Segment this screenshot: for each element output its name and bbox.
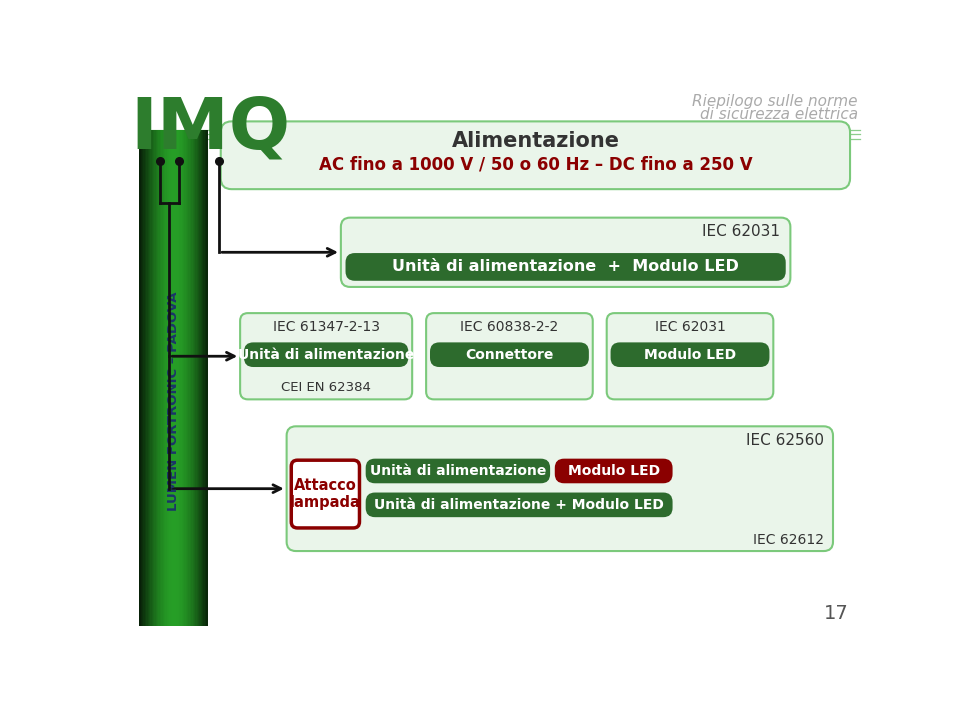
Text: IEC 62031: IEC 62031 <box>702 224 780 239</box>
Bar <box>193 130 194 626</box>
Bar <box>183 130 184 626</box>
Bar <box>169 130 171 626</box>
FancyBboxPatch shape <box>240 313 412 399</box>
Text: IMQ: IMQ <box>131 94 291 163</box>
Bar <box>198 130 200 626</box>
Bar <box>159 130 161 626</box>
Bar <box>162 130 164 626</box>
Bar <box>142 130 144 626</box>
Bar <box>171 130 173 626</box>
Bar <box>174 130 176 626</box>
Bar <box>178 130 180 626</box>
Bar <box>155 130 156 626</box>
Text: Riepilogo sulle norme: Riepilogo sulle norme <box>692 94 858 109</box>
Bar <box>167 130 168 626</box>
Bar <box>194 130 196 626</box>
Bar <box>203 130 204 626</box>
Bar <box>146 130 148 626</box>
FancyBboxPatch shape <box>555 459 673 484</box>
Bar <box>184 130 186 626</box>
Text: IEC 62560: IEC 62560 <box>746 432 824 448</box>
Bar <box>165 130 167 626</box>
Bar <box>151 130 152 626</box>
Bar <box>148 130 150 626</box>
Bar <box>157 130 158 626</box>
Text: 17: 17 <box>824 604 849 623</box>
Bar <box>153 130 155 626</box>
Bar <box>206 130 208 626</box>
Bar <box>168 130 170 626</box>
Bar <box>185 130 187 626</box>
FancyBboxPatch shape <box>221 121 850 189</box>
Bar <box>204 130 206 626</box>
Bar <box>197 130 199 626</box>
Text: Unità di alimentazione: Unità di alimentazione <box>238 348 415 361</box>
Bar <box>201 130 203 626</box>
Bar <box>191 130 193 626</box>
Bar <box>177 130 178 626</box>
Text: Alimentazione: Alimentazione <box>451 131 619 151</box>
Text: Unità di alimentazione + Modulo LED: Unità di alimentazione + Modulo LED <box>374 498 664 512</box>
FancyBboxPatch shape <box>430 342 588 367</box>
Text: Modulo LED: Modulo LED <box>644 348 736 361</box>
Text: Connettore: Connettore <box>466 348 554 361</box>
FancyBboxPatch shape <box>607 313 774 399</box>
Bar <box>188 130 190 626</box>
FancyBboxPatch shape <box>366 493 673 517</box>
FancyBboxPatch shape <box>366 459 550 484</box>
FancyBboxPatch shape <box>611 342 770 367</box>
Text: IEC 62612: IEC 62612 <box>753 533 824 547</box>
Text: Unità di alimentazione  +  Modulo LED: Unità di alimentazione + Modulo LED <box>393 259 739 275</box>
Bar <box>152 130 154 626</box>
Bar <box>195 130 197 626</box>
Text: di sicurezza elettrica: di sicurezza elettrica <box>700 106 858 121</box>
Bar <box>149 130 151 626</box>
Text: IEC 62031: IEC 62031 <box>655 320 726 334</box>
Text: Modulo LED: Modulo LED <box>567 464 660 478</box>
Bar <box>200 130 202 626</box>
Bar <box>190 130 192 626</box>
Bar <box>141 130 142 626</box>
Bar <box>204 130 205 626</box>
FancyBboxPatch shape <box>287 426 833 551</box>
Bar <box>175 130 177 626</box>
FancyBboxPatch shape <box>291 460 359 528</box>
Text: IEC 60838-2-2: IEC 60838-2-2 <box>460 320 559 334</box>
Bar <box>179 130 180 626</box>
Bar <box>180 130 182 626</box>
Bar <box>161 130 163 626</box>
Bar <box>187 130 189 626</box>
Bar <box>158 130 160 626</box>
FancyBboxPatch shape <box>341 218 790 287</box>
Text: LUMEN FORTRONIC – PADOVA: LUMEN FORTRONIC – PADOVA <box>167 291 180 510</box>
FancyBboxPatch shape <box>244 342 408 367</box>
Bar <box>156 130 157 626</box>
Text: Unità di alimentazione: Unità di alimentazione <box>370 464 546 478</box>
Bar <box>143 130 145 626</box>
Bar <box>139 130 141 626</box>
FancyBboxPatch shape <box>426 313 592 399</box>
Text: CEI EN 62384: CEI EN 62384 <box>281 381 372 394</box>
Text: IEC 61347-2-13: IEC 61347-2-13 <box>273 320 379 334</box>
Text: AC fino a 1000 V / 50 o 60 Hz – DC fino a 250 V: AC fino a 1000 V / 50 o 60 Hz – DC fino … <box>319 155 753 173</box>
Bar <box>181 130 183 626</box>
FancyBboxPatch shape <box>346 253 785 280</box>
Bar <box>164 130 166 626</box>
Bar <box>145 130 147 626</box>
Bar <box>172 130 174 626</box>
Text: Attacco
lampada: Attacco lampada <box>290 478 361 510</box>
